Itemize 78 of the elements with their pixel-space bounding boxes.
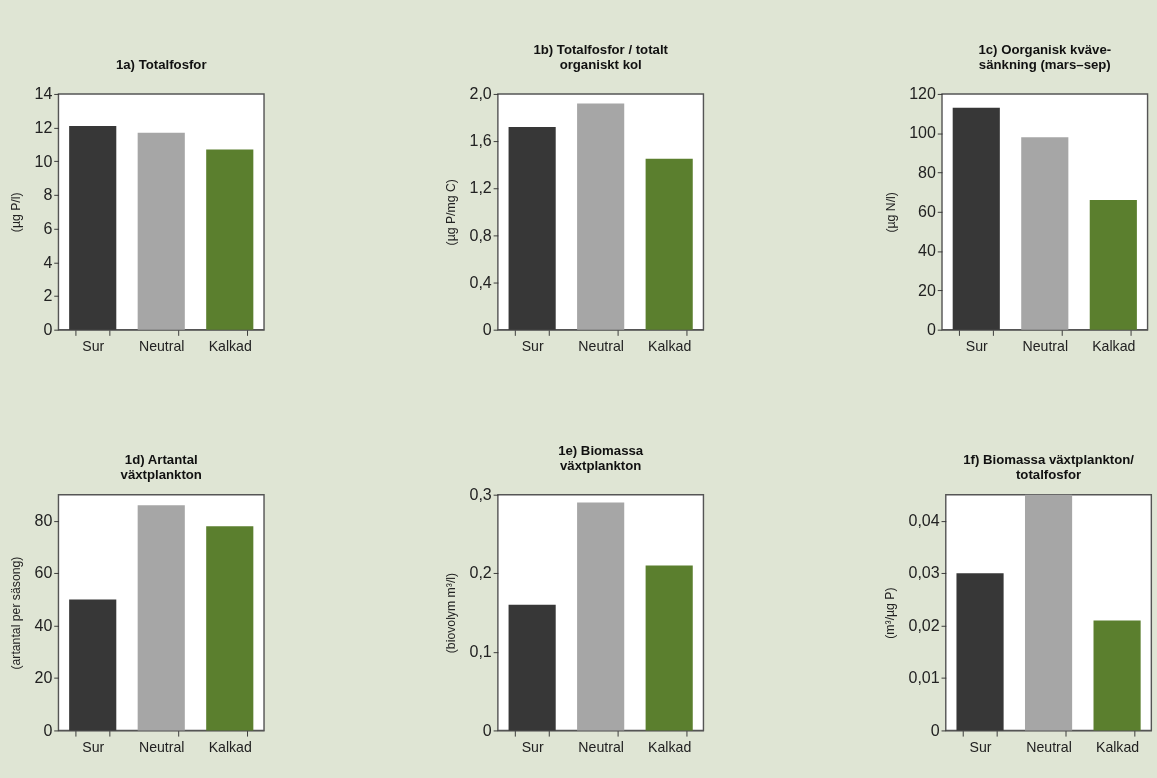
x-tick-label: Neutral	[578, 337, 624, 354]
y-tick-label: 120	[909, 84, 936, 103]
y-axis-title: (µg P/mg C)	[444, 179, 459, 246]
bar	[645, 565, 693, 731]
y-tick-label: 0,8	[469, 225, 492, 244]
x-tick-label: Sur	[82, 738, 105, 755]
y-axis-title: (m³/µg P)	[883, 587, 898, 639]
y-tick-label: 80	[34, 511, 53, 530]
y-tick-label: 1,6	[469, 131, 492, 150]
x-tick-label: Neutral	[1022, 337, 1069, 354]
x-tick-label: Sur	[969, 738, 992, 755]
y-tick-label: 0	[43, 720, 53, 739]
bar	[206, 526, 254, 731]
chart-title: 1a) Totalfosfor	[115, 57, 207, 73]
y-tick-label: 8	[43, 185, 53, 204]
y-tick-label: 60	[34, 563, 53, 582]
chart-title: 1f) Biomassa växtplankton/ totalfosfor	[963, 451, 1135, 482]
x-tick-label: Neutral	[1026, 738, 1072, 755]
y-tick-label: 60	[918, 202, 936, 221]
y-tick-label: 0,04	[908, 511, 940, 530]
bar	[508, 604, 556, 731]
y-tick-label: 20	[34, 668, 53, 687]
bar	[577, 502, 625, 731]
y-tick-label: 20	[918, 280, 936, 299]
bar	[1089, 200, 1137, 330]
x-tick-label: Sur	[82, 337, 105, 354]
x-tick-label: Neutral	[578, 738, 624, 755]
bar	[137, 505, 185, 731]
x-tick-label: Sur	[965, 337, 989, 354]
x-tick-label: Kalkad	[1092, 337, 1136, 354]
x-tick-label: Kalkad	[648, 738, 692, 755]
bar	[69, 599, 117, 731]
y-axis-title: (biovolym m³/l)	[444, 572, 459, 654]
x-tick-label: Kalkad	[648, 337, 692, 354]
y-tick-label: 12	[34, 117, 53, 136]
bar	[956, 573, 1004, 731]
y-tick-label: 14	[34, 84, 53, 103]
y-tick-label: 2	[43, 286, 53, 305]
bar	[1021, 137, 1069, 330]
y-tick-label: 0	[926, 319, 936, 338]
y-axis-title: (artantal per säsong)	[9, 556, 24, 670]
y-tick-label: 0,2	[469, 563, 492, 582]
y-tick-label: 40	[918, 241, 936, 260]
x-tick-label: Sur	[521, 738, 544, 755]
y-tick-label: 10	[34, 151, 53, 170]
chart-title: 1c) Oorganisk kväve- sänkning (mars–sep)	[978, 42, 1112, 73]
y-axis-title: (µg N/l)	[883, 192, 898, 233]
x-tick-label: Kalkad	[1095, 738, 1140, 755]
y-tick-label: 0	[482, 319, 492, 338]
y-tick-label: 6	[43, 218, 53, 237]
y-tick-label: 100	[909, 123, 936, 142]
chart-title: 1d) Artantal växtplankton	[120, 451, 202, 482]
x-tick-label: Neutral	[138, 738, 185, 755]
x-tick-label: Neutral	[138, 337, 185, 354]
x-tick-label: Sur	[521, 337, 544, 354]
y-tick-label: 0,4	[469, 272, 492, 291]
bar	[1024, 494, 1073, 731]
y-tick-label: 80	[918, 162, 936, 181]
y-tick-label: 0,03	[908, 563, 940, 582]
y-tick-label: 0,02	[908, 615, 940, 634]
y-tick-label: 0	[930, 720, 940, 739]
chart-title: 1e) Biomassa växtplankton	[558, 443, 644, 474]
y-tick-label: 40	[34, 615, 53, 634]
x-tick-label: Kalkad	[208, 337, 252, 354]
y-tick-label: 2,0	[469, 84, 492, 103]
y-tick-label: 0,1	[469, 642, 492, 661]
y-tick-label: 0	[482, 720, 492, 739]
bar	[577, 103, 625, 330]
y-tick-label: 0	[43, 319, 53, 338]
y-tick-label: 0,01	[908, 668, 940, 687]
y-tick-label: 1,2	[469, 178, 492, 197]
y-tick-label: 4	[43, 252, 53, 271]
chart-title: 1b) Totalfosfor / totalt organiskt kol	[533, 42, 669, 73]
x-tick-label: Kalkad	[208, 738, 252, 755]
bar	[1093, 620, 1141, 731]
bar	[645, 158, 693, 330]
y-tick-label: 0,3	[469, 484, 492, 503]
y-axis-title: (µg P/l)	[9, 192, 24, 233]
